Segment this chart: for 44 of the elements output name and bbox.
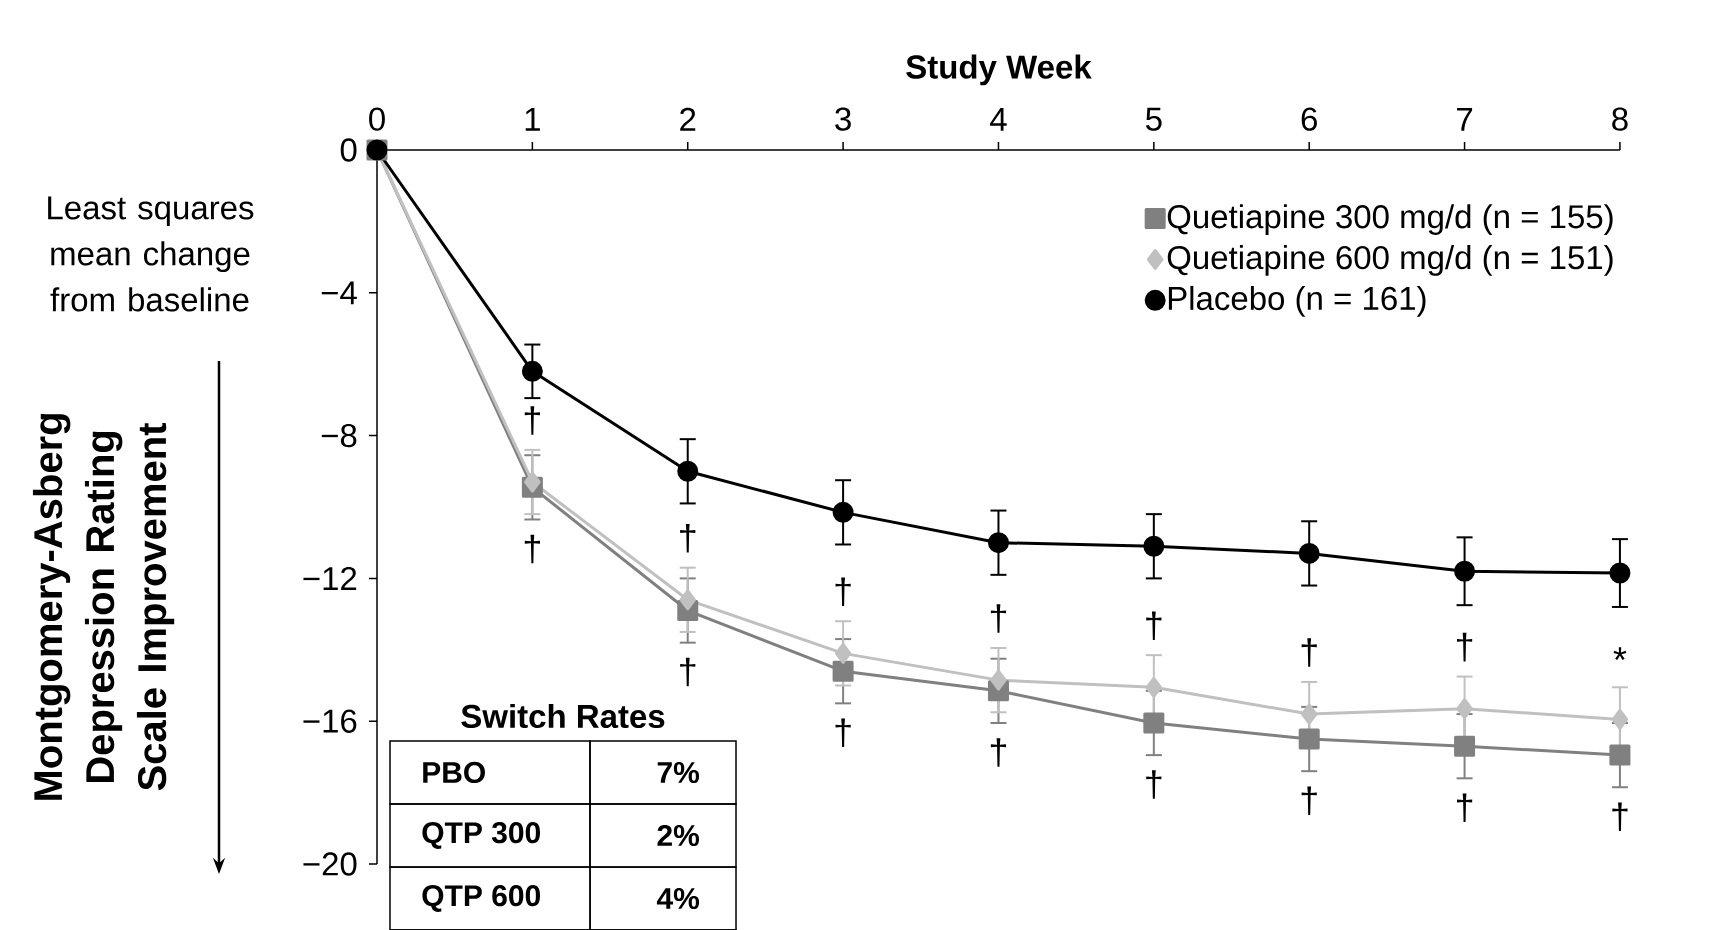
legend-label: Quetiapine 300 mg/d (n = 155) <box>1167 204 1613 235</box>
annotation: † <box>680 523 696 553</box>
annotation: * <box>1613 647 1627 660</box>
annotation: † <box>1146 770 1162 799</box>
annotation: † <box>990 738 1007 767</box>
x-tick-label: 8 <box>1612 107 1628 131</box>
annotation: 2% <box>657 824 700 847</box>
y-tick-label: −12 <box>303 566 357 590</box>
legend-label: Quetiapine 600 mg/d (n = 151) <box>1167 245 1613 276</box>
annotation: † <box>1612 802 1628 831</box>
annotation: † <box>1456 632 1473 662</box>
text: Least squares mean change from baseline <box>48 196 254 312</box>
annotation: † <box>990 604 1007 633</box>
legend-label: Placebo (n = 161) <box>1168 285 1426 317</box>
annotation: QTP 300 <box>422 822 540 849</box>
annotation: † <box>835 718 851 748</box>
x-tick-label: 7 <box>1457 108 1473 131</box>
annotation: † <box>1301 786 1317 815</box>
y-axis-title: Montgomery-Asberg Depression Rating Scale Improvement <box>32 414 175 800</box>
annotation: † <box>1301 638 1317 667</box>
annotation: † <box>1456 793 1473 823</box>
y-tick-label: 0 <box>340 138 357 162</box>
annotation: † <box>524 534 540 564</box>
x-tick-label: 6 <box>1301 107 1317 131</box>
annotation: † <box>524 406 540 435</box>
annotation: 7% <box>657 761 700 784</box>
x-tick-label: 2 <box>680 107 696 131</box>
x-tick-label: 5 <box>1145 107 1162 131</box>
x-tick-label: 1 <box>525 108 540 131</box>
text: 4% <box>656 887 700 910</box>
y-tick-label: −20 <box>303 852 357 876</box>
x-tick-label: 3 <box>835 107 851 131</box>
y-tick-label: −8 <box>321 423 357 448</box>
annotation: PBO <box>423 761 485 784</box>
x-axis-title: Study Week <box>906 54 1092 86</box>
annotation: † <box>1146 611 1162 640</box>
y-tick-label: −16 <box>303 709 357 733</box>
annotation: † <box>835 577 851 607</box>
annotation: † <box>680 657 696 687</box>
annotation: Switch Rates <box>461 703 665 729</box>
x-tick-label: 0 <box>369 107 385 131</box>
y-tick-label: −4 <box>321 281 357 305</box>
text: QTP 600 <box>422 885 540 912</box>
x-tick-label: 4 <box>990 108 1007 131</box>
